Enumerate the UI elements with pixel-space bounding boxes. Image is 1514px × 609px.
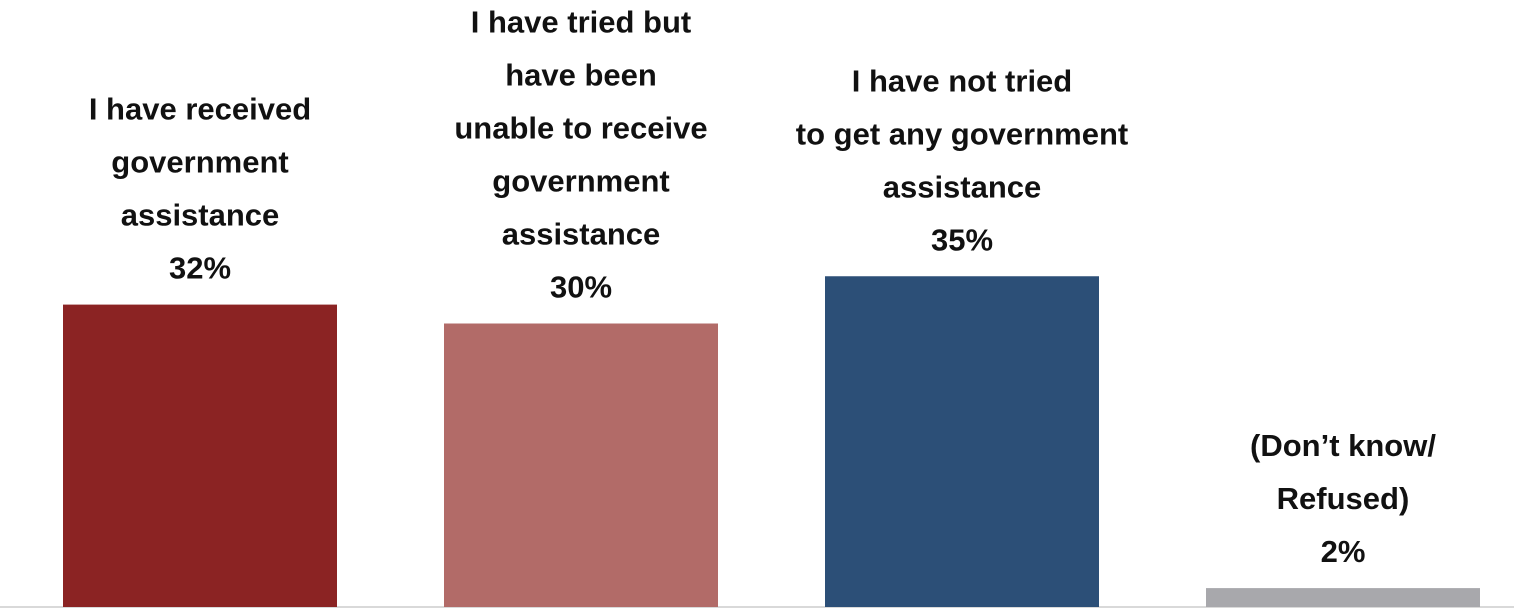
bar-3 — [825, 276, 1099, 607]
labels-group: 32% I have received government assistance 30… — [89, 5, 1437, 570]
bar-2 — [444, 323, 718, 607]
category-label-1-line-3: assistance — [121, 198, 280, 233]
category-label-2-line-3: unable to receive — [454, 111, 707, 146]
value-label-2: 30% — [550, 270, 612, 305]
value-label-4: 2% — [1321, 534, 1366, 569]
value-label-1: 32% — [169, 251, 231, 286]
category-label-3-line-2: to get any government — [796, 116, 1128, 151]
category-label-4-line-1: (Don’t know/ — [1250, 428, 1436, 463]
category-label-2-line-5: assistance — [502, 217, 661, 252]
bars-group — [63, 276, 1480, 607]
bar-1 — [63, 304, 337, 607]
category-label-2-line-2: have been — [505, 58, 657, 93]
bar-4 — [1206, 588, 1480, 607]
category-label-3-line-3: assistance — [883, 169, 1042, 204]
category-label-1-line-1: I have received — [89, 92, 311, 127]
category-label-1-line-2: government — [111, 145, 288, 180]
value-label-3: 35% — [931, 222, 993, 257]
category-label-2-line-4: government — [492, 164, 669, 199]
category-label-2-line-1: I have tried but — [471, 5, 691, 40]
category-label-3-line-1: I have not tried — [852, 63, 1072, 98]
category-label-4-line-2: Refused) — [1277, 481, 1410, 516]
